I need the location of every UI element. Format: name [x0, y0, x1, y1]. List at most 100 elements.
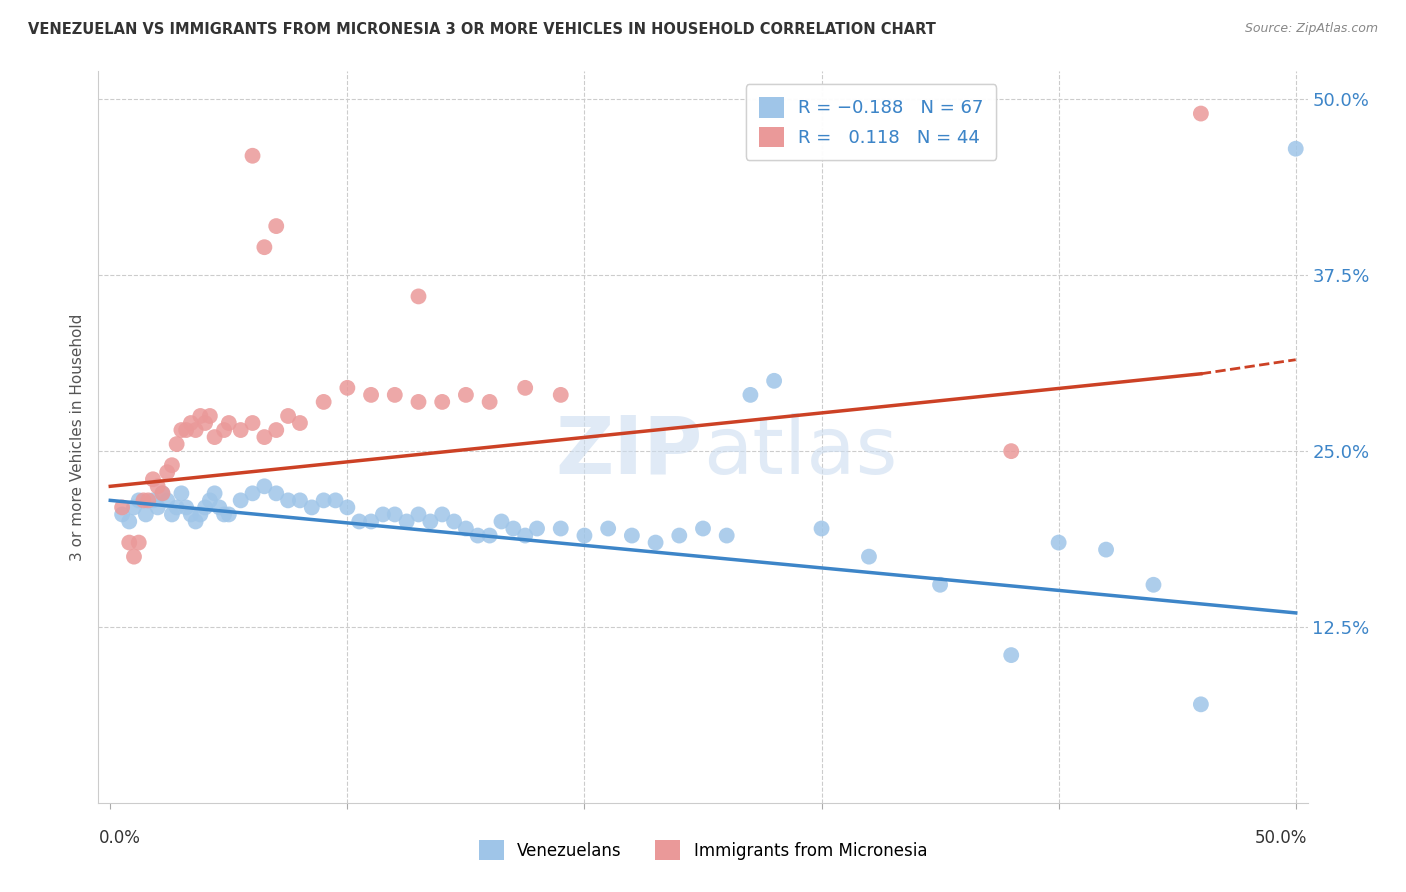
Point	[1000, 648, 1022, 662]
Point	[146, 479, 169, 493]
Point	[312, 493, 335, 508]
Point	[432, 508, 454, 522]
Point	[574, 528, 596, 542]
Point	[1285, 142, 1308, 156]
Point	[204, 486, 226, 500]
Point	[347, 515, 370, 529]
Point	[174, 423, 197, 437]
Point	[419, 515, 441, 529]
Text: Source: ZipAtlas.com: Source: ZipAtlas.com	[1244, 22, 1378, 36]
Point	[208, 500, 231, 515]
Point	[1142, 578, 1164, 592]
Point	[408, 289, 430, 303]
Point	[432, 395, 454, 409]
Text: ZIP: ZIP	[555, 413, 703, 491]
Point	[160, 508, 183, 522]
Point	[184, 423, 207, 437]
Point	[550, 388, 572, 402]
Point	[1189, 106, 1212, 120]
Point	[218, 508, 240, 522]
Point	[395, 515, 418, 529]
Point	[184, 515, 207, 529]
Point	[336, 500, 359, 515]
Point	[253, 430, 276, 444]
Point	[443, 515, 465, 529]
Point	[212, 423, 235, 437]
Point	[360, 515, 382, 529]
Point	[229, 493, 252, 508]
Point	[142, 493, 165, 508]
Point	[1000, 444, 1022, 458]
Point	[212, 508, 235, 522]
Y-axis label: 3 or more Vehicles in Household: 3 or more Vehicles in Household	[70, 313, 86, 561]
Point	[858, 549, 880, 564]
Point	[135, 508, 157, 522]
Point	[170, 423, 193, 437]
Point	[526, 521, 548, 535]
Point	[128, 493, 150, 508]
Point	[277, 409, 299, 423]
Point	[716, 528, 738, 542]
Point	[142, 472, 165, 486]
Point	[502, 521, 524, 535]
Point	[122, 549, 145, 564]
Point	[152, 486, 174, 500]
Point	[620, 528, 643, 542]
Point	[204, 430, 226, 444]
Point	[277, 493, 299, 508]
Point	[180, 508, 202, 522]
Point	[408, 508, 430, 522]
Point	[371, 508, 394, 522]
Point	[288, 493, 311, 508]
Point	[550, 521, 572, 535]
Point	[198, 409, 221, 423]
Point	[336, 381, 359, 395]
Point	[194, 500, 217, 515]
Text: 0.0%: 0.0%	[98, 829, 141, 847]
Text: VENEZUELAN VS IMMIGRANTS FROM MICRONESIA 3 OR MORE VEHICLES IN HOUSEHOLD CORRELA: VENEZUELAN VS IMMIGRANTS FROM MICRONESIA…	[28, 22, 936, 37]
Point	[478, 395, 501, 409]
Point	[198, 493, 221, 508]
Point	[253, 479, 276, 493]
Point	[136, 493, 159, 508]
Point	[118, 535, 141, 549]
Point	[312, 395, 335, 409]
Point	[929, 578, 952, 592]
Point	[1047, 535, 1070, 549]
Point	[166, 437, 188, 451]
Point	[194, 416, 217, 430]
Point	[515, 381, 537, 395]
Point	[264, 219, 287, 233]
Point	[325, 493, 347, 508]
Point	[156, 493, 179, 508]
Point	[644, 535, 666, 549]
Text: 50.0%: 50.0%	[1256, 829, 1308, 847]
Point	[408, 395, 430, 409]
Point	[491, 515, 513, 529]
Point	[598, 521, 620, 535]
Point	[763, 374, 786, 388]
Point	[152, 486, 174, 500]
Point	[360, 388, 382, 402]
Point	[174, 500, 197, 515]
Point	[810, 521, 832, 535]
Point	[166, 500, 188, 515]
Point	[229, 423, 252, 437]
Point	[478, 528, 501, 542]
Point	[170, 486, 193, 500]
Point	[1189, 698, 1212, 712]
Point	[111, 500, 134, 515]
Point	[288, 416, 311, 430]
Point	[740, 388, 762, 402]
Point	[454, 388, 477, 402]
Point	[111, 508, 134, 522]
Legend: R = −0.188   N = 67, R =   0.118   N = 44: R = −0.188 N = 67, R = 0.118 N = 44	[747, 84, 997, 160]
Point	[692, 521, 714, 535]
Point	[515, 528, 537, 542]
Point	[128, 535, 150, 549]
Point	[190, 409, 212, 423]
Point	[160, 458, 183, 473]
Point	[156, 465, 179, 479]
Point	[190, 508, 212, 522]
Point	[132, 493, 155, 508]
